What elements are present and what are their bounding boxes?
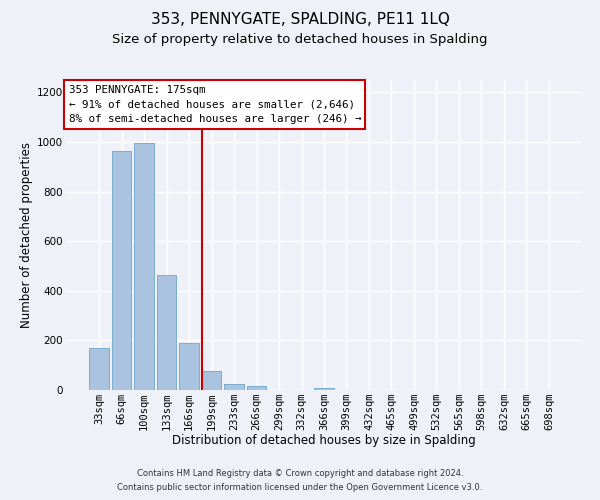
Bar	[134, 143, 154, 390]
X-axis label: Distribution of detached houses by size in Spalding: Distribution of detached houses by size …	[172, 434, 476, 448]
Text: Contains HM Land Registry data © Crown copyright and database right 2024.: Contains HM Land Registry data © Crown c…	[137, 468, 463, 477]
Y-axis label: Number of detached properties: Number of detached properties	[20, 142, 33, 328]
Bar	[247, 386, 266, 390]
Text: Size of property relative to detached houses in Spalding: Size of property relative to detached ho…	[112, 32, 488, 46]
Bar	[179, 343, 199, 390]
Bar	[157, 274, 176, 390]
Text: 353 PENNYGATE: 175sqm
← 91% of detached houses are smaller (2,646)
8% of semi-de: 353 PENNYGATE: 175sqm ← 91% of detached …	[68, 84, 361, 124]
Bar	[224, 384, 244, 390]
Bar	[112, 150, 131, 390]
Bar	[314, 388, 334, 390]
Text: 353, PENNYGATE, SPALDING, PE11 1LQ: 353, PENNYGATE, SPALDING, PE11 1LQ	[151, 12, 449, 28]
Text: Contains public sector information licensed under the Open Government Licence v3: Contains public sector information licen…	[118, 484, 482, 492]
Bar	[89, 348, 109, 390]
Bar	[202, 372, 221, 390]
